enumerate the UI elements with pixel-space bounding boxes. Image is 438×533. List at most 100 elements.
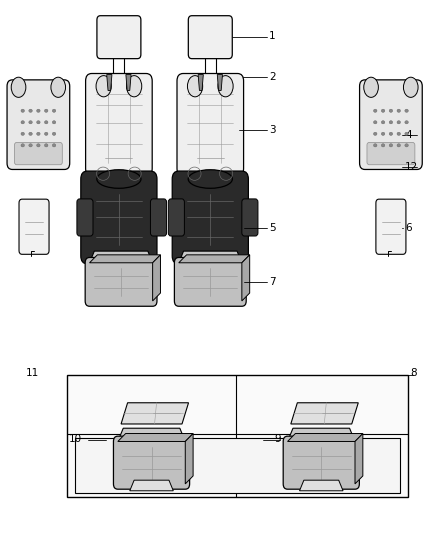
Ellipse shape — [29, 144, 32, 147]
Ellipse shape — [405, 144, 408, 147]
FancyBboxPatch shape — [97, 15, 141, 59]
Ellipse shape — [96, 76, 111, 97]
FancyBboxPatch shape — [7, 80, 70, 169]
Polygon shape — [198, 75, 203, 91]
FancyBboxPatch shape — [19, 199, 49, 254]
Polygon shape — [107, 75, 112, 91]
Polygon shape — [130, 480, 173, 491]
Bar — [67, 375, 408, 497]
Ellipse shape — [374, 120, 377, 124]
Ellipse shape — [374, 109, 377, 112]
FancyBboxPatch shape — [113, 436, 190, 489]
Ellipse shape — [21, 144, 25, 147]
Polygon shape — [89, 263, 152, 301]
Ellipse shape — [405, 132, 408, 135]
Ellipse shape — [405, 120, 408, 124]
FancyBboxPatch shape — [174, 257, 246, 306]
Polygon shape — [185, 433, 193, 484]
Polygon shape — [118, 428, 185, 441]
Text: 12: 12 — [405, 162, 419, 172]
Polygon shape — [152, 255, 160, 301]
FancyBboxPatch shape — [376, 199, 406, 254]
Text: 6: 6 — [405, 223, 412, 233]
Ellipse shape — [397, 120, 400, 124]
Ellipse shape — [37, 132, 40, 135]
Polygon shape — [288, 441, 355, 484]
FancyBboxPatch shape — [168, 199, 184, 236]
Ellipse shape — [37, 120, 40, 124]
Bar — [75, 438, 399, 493]
Ellipse shape — [45, 132, 48, 135]
Polygon shape — [121, 403, 188, 424]
Ellipse shape — [381, 120, 385, 124]
Text: 7: 7 — [269, 277, 276, 287]
Ellipse shape — [397, 109, 400, 112]
Text: 5: 5 — [269, 223, 276, 233]
Text: 4: 4 — [405, 130, 412, 140]
FancyBboxPatch shape — [283, 436, 359, 489]
Text: 2: 2 — [269, 71, 276, 82]
FancyBboxPatch shape — [188, 15, 232, 59]
Polygon shape — [355, 433, 363, 484]
Ellipse shape — [45, 120, 48, 124]
FancyBboxPatch shape — [360, 80, 422, 169]
Text: 11: 11 — [25, 368, 39, 377]
Ellipse shape — [374, 132, 377, 135]
Ellipse shape — [364, 77, 378, 98]
Ellipse shape — [45, 109, 48, 112]
Ellipse shape — [374, 144, 377, 147]
Ellipse shape — [97, 169, 141, 188]
Ellipse shape — [21, 120, 25, 124]
Ellipse shape — [381, 144, 385, 147]
Ellipse shape — [403, 77, 418, 98]
Polygon shape — [300, 480, 343, 491]
Ellipse shape — [389, 120, 392, 124]
Text: 10: 10 — [69, 434, 82, 444]
Ellipse shape — [45, 144, 48, 147]
Ellipse shape — [187, 76, 203, 97]
Ellipse shape — [52, 109, 56, 112]
FancyBboxPatch shape — [77, 199, 93, 236]
Polygon shape — [126, 75, 131, 91]
Text: 3: 3 — [269, 125, 276, 135]
Ellipse shape — [51, 77, 66, 98]
Polygon shape — [291, 403, 358, 424]
Polygon shape — [288, 433, 363, 441]
Ellipse shape — [389, 144, 392, 147]
Polygon shape — [288, 428, 355, 441]
FancyBboxPatch shape — [172, 171, 248, 264]
Ellipse shape — [381, 132, 385, 135]
Ellipse shape — [29, 109, 32, 112]
FancyBboxPatch shape — [150, 199, 166, 236]
FancyBboxPatch shape — [177, 74, 244, 176]
Ellipse shape — [29, 132, 32, 135]
Ellipse shape — [389, 109, 392, 112]
Ellipse shape — [381, 109, 385, 112]
Text: 8: 8 — [410, 368, 417, 377]
Ellipse shape — [37, 109, 40, 112]
Polygon shape — [242, 255, 250, 301]
FancyBboxPatch shape — [85, 257, 157, 306]
FancyBboxPatch shape — [367, 142, 415, 165]
FancyBboxPatch shape — [242, 199, 258, 236]
Ellipse shape — [21, 132, 25, 135]
Polygon shape — [118, 441, 185, 484]
FancyBboxPatch shape — [81, 171, 157, 264]
Ellipse shape — [397, 132, 400, 135]
Ellipse shape — [52, 144, 56, 147]
Ellipse shape — [405, 109, 408, 112]
Ellipse shape — [21, 109, 25, 112]
Ellipse shape — [29, 120, 32, 124]
Ellipse shape — [389, 132, 392, 135]
Ellipse shape — [397, 144, 400, 147]
Polygon shape — [179, 251, 242, 263]
Polygon shape — [118, 433, 193, 441]
Polygon shape — [217, 75, 223, 91]
Ellipse shape — [127, 76, 142, 97]
Ellipse shape — [188, 169, 233, 188]
Polygon shape — [89, 251, 152, 263]
FancyBboxPatch shape — [14, 142, 62, 165]
Text: 1: 1 — [269, 31, 276, 42]
Ellipse shape — [52, 132, 56, 135]
Ellipse shape — [11, 77, 26, 98]
